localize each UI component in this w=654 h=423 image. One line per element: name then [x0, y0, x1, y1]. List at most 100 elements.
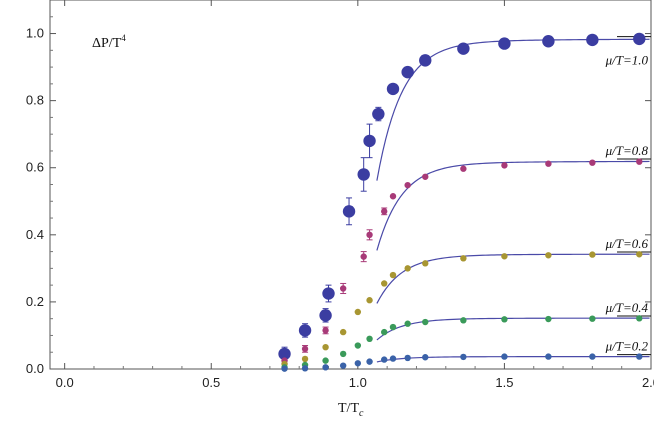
- data-point: [342, 205, 356, 218]
- data-point: [360, 253, 367, 260]
- data-point: [354, 308, 362, 316]
- series-label: μ/T=0.8: [605, 143, 649, 158]
- data-point: [322, 327, 329, 334]
- series-label: μ/T=0.2: [605, 339, 649, 354]
- data-point: [389, 271, 397, 279]
- x-axis-title: T/Tc: [338, 401, 364, 419]
- y-axis-title-sup: 4: [121, 33, 126, 43]
- data-points: [278, 32, 646, 372]
- fit-curve: [376, 356, 650, 363]
- data-point: [404, 320, 411, 327]
- fit-curve: [376, 253, 650, 304]
- x-tick-label: 1.5: [495, 375, 513, 390]
- y-tick-label: 0.6: [26, 160, 44, 175]
- data-point: [386, 82, 400, 96]
- series-label: μ/T=1.0: [605, 53, 649, 68]
- data-point: [357, 168, 370, 181]
- x-tick-label: 1.0: [349, 375, 367, 390]
- data-point: [501, 353, 508, 360]
- data-point: [322, 343, 329, 351]
- data-point: [457, 42, 470, 55]
- data-point: [545, 353, 552, 360]
- fit-curve: [376, 317, 650, 341]
- data-point: [422, 173, 429, 180]
- data-point: [322, 357, 329, 364]
- data-point: [381, 328, 388, 336]
- data-point: [586, 33, 599, 47]
- data-point: [419, 54, 432, 67]
- data-point: [545, 252, 552, 259]
- data-point: [339, 285, 347, 292]
- data-point: [589, 159, 596, 166]
- x-tick-label: 2.0: [642, 375, 654, 390]
- data-point: [339, 362, 347, 369]
- data-point: [633, 32, 646, 46]
- plot-frame: [49, 0, 652, 370]
- data-point: [545, 315, 552, 323]
- curve-labels: μ/T=1.0 μ/T=0.8 μ/T=0.6 μ/T=0.4 μ/T=0.2: [605, 53, 649, 354]
- data-point: [404, 354, 411, 362]
- data-point: [460, 317, 467, 324]
- y-tick-label: 0.2: [26, 294, 44, 309]
- data-point: [381, 356, 388, 363]
- data-point: [401, 65, 414, 79]
- data-point: [636, 315, 643, 322]
- data-point: [381, 208, 388, 215]
- data-point: [281, 365, 288, 372]
- data-point: [545, 160, 552, 167]
- y-axis-title-text: ΔP/T: [92, 36, 122, 51]
- data-point: [389, 355, 397, 362]
- data-point: [339, 350, 347, 358]
- data-point: [589, 251, 596, 258]
- data-point: [363, 134, 376, 148]
- data-point: [366, 335, 373, 343]
- data-point: [381, 280, 388, 287]
- x-tick-label: 0.0: [56, 375, 74, 390]
- data-point: [589, 353, 596, 360]
- axes: 0.0 0.5 1.0 1.5 2.0 0.0 0.2 0.4 0.6 0.8 1.0: [26, 0, 654, 390]
- data-point: [404, 265, 411, 272]
- data-point: [366, 297, 373, 304]
- data-point: [354, 360, 362, 367]
- data-point: [501, 162, 508, 169]
- data-point: [366, 231, 373, 239]
- y-tick-label: 0.4: [26, 227, 44, 242]
- data-point: [542, 35, 555, 48]
- data-point: [501, 316, 508, 323]
- x-tick-label: 0.5: [202, 375, 220, 390]
- data-point: [636, 353, 643, 360]
- data-point: [278, 347, 291, 361]
- data-point: [422, 318, 429, 326]
- data-point: [322, 364, 329, 371]
- data-point: [636, 251, 643, 258]
- data-point: [422, 354, 429, 361]
- data-point: [322, 287, 335, 300]
- y-tick-label: 1.0: [26, 26, 44, 41]
- data-point: [460, 353, 467, 361]
- data-point: [298, 324, 312, 337]
- data-point: [319, 309, 332, 322]
- y-tick-label: 0.0: [26, 361, 44, 376]
- data-point: [460, 165, 467, 172]
- y-axis-title: ΔP/T4: [92, 33, 126, 51]
- x-axis-title-text: T/T: [338, 401, 359, 416]
- data-point: [389, 193, 397, 200]
- data-point: [366, 358, 373, 365]
- data-point: [589, 315, 596, 322]
- data-point: [460, 255, 467, 262]
- data-point: [501, 253, 508, 260]
- series-label: μ/T=0.4: [605, 300, 649, 315]
- data-point: [301, 355, 309, 363]
- data-point: [372, 107, 385, 121]
- data-point: [422, 260, 429, 267]
- series-label: μ/T=0.6: [605, 236, 649, 251]
- data-point: [339, 328, 347, 336]
- data-point: [354, 342, 362, 349]
- data-point: [498, 37, 511, 50]
- data-point: [301, 365, 309, 372]
- y-tick-label: 0.8: [26, 93, 44, 108]
- data-point: [389, 323, 397, 331]
- data-point: [404, 181, 411, 189]
- data-point: [636, 158, 643, 165]
